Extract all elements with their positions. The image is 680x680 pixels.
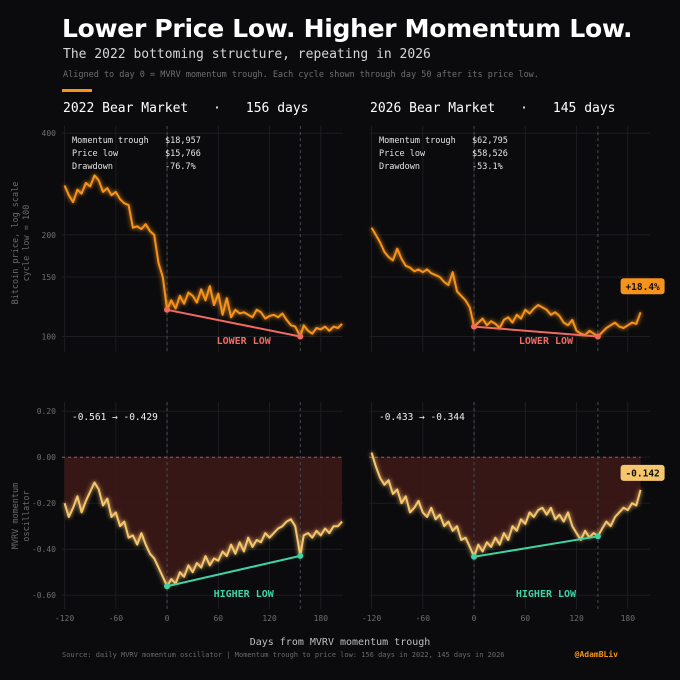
- end-value-badge: [620, 278, 665, 295]
- trough-point: [164, 306, 171, 313]
- negative-area-fill: [371, 457, 641, 557]
- x-tick-label: -60: [416, 614, 431, 623]
- x-tick-label: 60: [213, 614, 223, 623]
- panel-2026-separator: ·: [520, 101, 528, 116]
- panel-2022-days: 156 days: [245, 101, 309, 116]
- price-series-line: [63, 174, 343, 338]
- x-tick-label: 180: [314, 614, 329, 623]
- x-tick-label: 0: [165, 614, 170, 623]
- higher-low-line: [473, 535, 599, 558]
- y-tick-label: 150: [42, 273, 57, 282]
- panel-2026-price: LOWER LOW Momentum trough $62,795 Price low…: [369, 126, 665, 352]
- x-tick-label: -120: [55, 614, 74, 623]
- price-series-line: [370, 227, 642, 338]
- lower-low-line: [166, 308, 301, 338]
- accent-bar: [62, 89, 92, 92]
- x-tick-label: 120: [569, 614, 584, 623]
- panel-2022-price: 100 150 200 400 LOWER LOW Momentum trough $18,…: [42, 126, 343, 352]
- x-tick-label: 180: [621, 614, 636, 623]
- trough-point: [471, 553, 478, 560]
- panel-2022-separator: ·: [213, 101, 221, 116]
- author-handle: @AdamBLiv: [574, 650, 618, 659]
- x-axis-label: Days from MVRV momentum trough: [249, 637, 431, 648]
- y-tick-label: -0.40: [32, 545, 56, 554]
- negative-area-fill: [64, 457, 343, 587]
- x-tick-label: -60: [109, 614, 124, 623]
- stat-value: -53.1%: [472, 162, 503, 172]
- alignment-note: Aligned to day 0 = MVRV momentum trough.…: [63, 70, 539, 80]
- stat-value: $62,795: [472, 136, 508, 146]
- low-point: [594, 533, 601, 540]
- chart-subtitle: The 2022 bottoming structure, repeating …: [63, 47, 431, 62]
- x-tick-label: -120: [362, 614, 381, 623]
- chart-title: Lower Price Low. Higher Momentum Low.: [62, 14, 633, 43]
- stat-label: Price low: [72, 149, 119, 159]
- panel-2026-header: 2026 Bear Market · 145 days: [370, 101, 616, 116]
- trough-point: [164, 583, 171, 590]
- y-tick-label: 200: [42, 231, 57, 240]
- panel-2022-title: 2022 Bear Market: [63, 101, 189, 116]
- stat-label: Momentum trough: [72, 136, 149, 146]
- higher-low-line: [166, 554, 301, 588]
- source-note: Source: daily MVRV momentum oscillator |…: [62, 651, 505, 659]
- stat-label: Drawdown: [72, 162, 113, 172]
- end-value-label: +18.4%: [625, 282, 660, 293]
- stat-value: $58,526: [472, 149, 508, 159]
- panel-2026-title: 2026 Bear Market: [370, 101, 496, 116]
- higher-low-label: HIGHER LOW: [516, 589, 577, 600]
- oscillator-series-line: [63, 481, 343, 588]
- y-tick-label: -0.60: [32, 591, 56, 600]
- y-tick-label: 0.00: [37, 453, 56, 462]
- x-tick-label: 120: [262, 614, 277, 623]
- stat-label: Price low: [379, 149, 426, 159]
- stat-value: $15,766: [165, 149, 201, 159]
- lower-low-line: [473, 325, 598, 338]
- y-tick-label: 400: [42, 129, 57, 138]
- end-value-label: -0.142: [625, 468, 659, 479]
- trough-point: [471, 323, 478, 330]
- y-tick-label: 100: [42, 333, 57, 342]
- oscillator-reading: -0.433 → -0.344: [379, 412, 465, 423]
- panel-2026-oscillator: -120 -60 0 60 120 180 HIGHER LOW -0.433 → -0.34…: [362, 402, 665, 623]
- panel-2022-header: 2022 Bear Market · 156 days: [63, 101, 309, 116]
- stat-label: Momentum trough: [379, 136, 456, 146]
- low-point: [297, 333, 304, 340]
- low-point: [594, 333, 601, 340]
- y-tick-label: -0.20: [32, 499, 56, 508]
- x-tick-label: 0: [472, 614, 477, 623]
- end-value-badge: [620, 464, 665, 481]
- panel-2022-oscillator: -0.60 -0.40 -0.20 0.00 0.20 -120 -60 0 60 120 180 H…: [32, 402, 343, 623]
- lower-low-label: LOWER LOW: [217, 336, 272, 347]
- stat-value: -76.7%: [165, 162, 196, 172]
- y-tick-label: 0.20: [37, 407, 56, 416]
- higher-low-label: HIGHER LOW: [214, 589, 275, 600]
- x-tick-label: 60: [520, 614, 530, 623]
- stat-value: $18,957: [165, 136, 201, 146]
- lower-low-label: LOWER LOW: [519, 336, 574, 347]
- panel-2026-days: 145 days: [552, 101, 616, 116]
- oscillator-reading: -0.561 → -0.429: [72, 412, 158, 423]
- low-point: [297, 552, 304, 559]
- stat-label: Drawdown: [379, 162, 420, 172]
